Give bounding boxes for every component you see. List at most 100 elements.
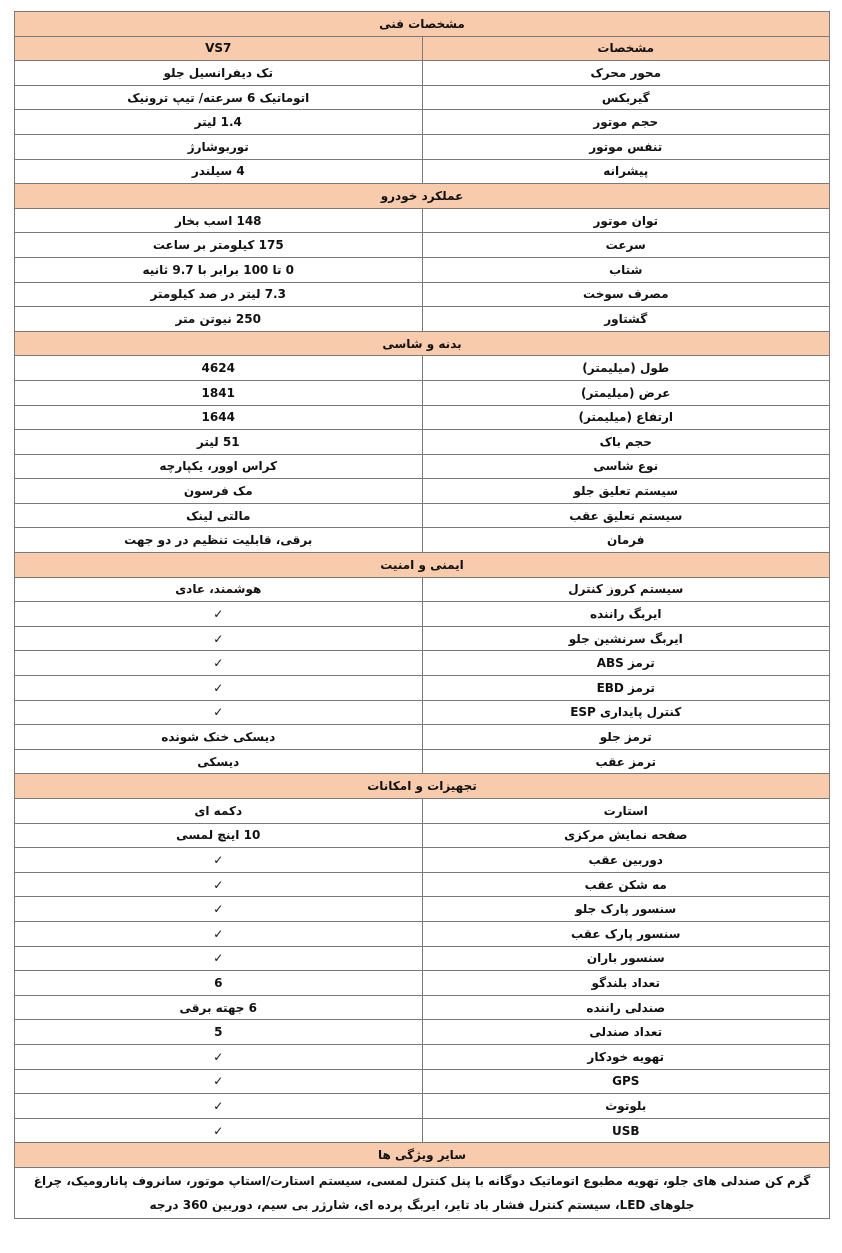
spec-label: تهویه خودکار (421, 1043, 830, 1070)
spec-label: سیستم کروز کنترل (421, 576, 830, 603)
table-row: طول (میلیمتر) 4624 (14, 355, 830, 381)
table-title: مشخصات فنی (14, 11, 830, 37)
section-header-title: ایمنی و امنیت (14, 552, 830, 578)
check-icon: ✓ (14, 896, 423, 922)
spec-value: 10 اینچ لمسی (14, 822, 423, 849)
spec-value: 1.4 لیتر (14, 109, 423, 135)
spec-value: توربوشارژ (14, 133, 423, 160)
table-row: تنفس موتور توربوشارژ (14, 133, 830, 160)
table-row: تعداد صندلی 5 (14, 1019, 830, 1045)
spec-value: کراس اوور، یکپارچه (14, 453, 423, 480)
spec-label: گیربکس (421, 84, 830, 111)
check-icon: ✓ (14, 675, 423, 701)
check-icon: ✓ (14, 847, 423, 873)
table-row: پیشرانه 4 سیلندر (14, 158, 830, 185)
spec-label: تعداد صندلی (421, 1019, 830, 1045)
spec-value: 5 (14, 1019, 423, 1045)
table-row: ایربگ سرنشین جلو ✓ (14, 625, 830, 652)
table-row: سنسور باران ✓ (14, 945, 830, 972)
spec-value: دیسکی خنک شونده (14, 724, 423, 750)
spec-value: 175 کیلومتر بر ساعت (14, 232, 423, 258)
check-icon: ✓ (14, 871, 423, 898)
check-icon: ✓ (14, 1117, 423, 1144)
section-header-other: سایر ویژگی ها (14, 1142, 830, 1168)
section-header-title: عملکرد خودرو (14, 183, 830, 209)
table-row: تعداد بلندگو 6 (14, 970, 830, 996)
check-icon: ✓ (14, 699, 423, 726)
table-row: گیربکس اتوماتیک 6 سرعته/ تیپ ترونیک (14, 84, 830, 111)
table-row: گشتاور 250 نیوتن متر (14, 306, 830, 332)
spec-label: بلوتوث (421, 1093, 830, 1119)
table-row: USB ✓ (14, 1117, 830, 1144)
spec-value: 0 تا 100 برابر با 9.7 ثانیه (14, 256, 423, 283)
spec-label: فرمان (421, 527, 830, 554)
spec-label: تعداد بلندگو (421, 970, 830, 996)
spec-label: پیشرانه (421, 158, 830, 185)
spec-label: سنسور پارک عقب (421, 920, 830, 947)
table-row: مصرف سوخت 7.3 لیتر در صد کیلومتر (14, 281, 830, 308)
check-icon: ✓ (14, 601, 423, 627)
table-row: سیستم تعلیق جلو مک فرسون (14, 478, 830, 504)
spec-value: دیسکی (14, 748, 423, 775)
spec-table: مشخصات فنی مشخصات VS7 محور محرک تک دیفرانسیل… (14, 11, 830, 1219)
check-icon: ✓ (14, 1093, 423, 1119)
spec-label: حجم باک (421, 429, 830, 455)
table-row: ارتفاع (میلیمتر) 1644 (14, 404, 830, 431)
table-row: ایربگ راننده ✓ (14, 601, 830, 627)
table-row: سرعت 175 کیلومتر بر ساعت (14, 232, 830, 258)
spec-label: ترمز ABS (421, 650, 830, 677)
spec-value: اتوماتیک 6 سرعته/ تیپ ترونیک (14, 84, 423, 111)
spec-label: مصرف سوخت (421, 281, 830, 308)
section-header-title: بدنه و شاسی (14, 330, 830, 357)
check-icon: ✓ (14, 945, 423, 972)
spec-label: کنترل پایداری ESP (421, 699, 830, 726)
spec-label: ترمز EBD (421, 675, 830, 701)
table-row: کنترل پایداری ESP ✓ (14, 699, 830, 726)
spec-label: شتاب (421, 256, 830, 283)
table-row: ترمز EBD ✓ (14, 675, 830, 701)
section-header: تجهیزات و امکانات (14, 773, 830, 799)
spec-value: 1841 (14, 379, 423, 406)
section-header: عملکرد خودرو (14, 183, 830, 209)
spec-label: ایربگ راننده (421, 601, 830, 627)
spec-value: هوشمند، عادی (14, 576, 423, 603)
spec-value: 1644 (14, 404, 423, 431)
spec-label: USB (421, 1117, 830, 1144)
spec-label: گشتاور (421, 306, 830, 332)
spec-label: سنسور باران (421, 945, 830, 972)
table-row: سنسور پارک جلو ✓ (14, 896, 830, 922)
spec-label: عرض (میلیمتر) (421, 379, 830, 406)
table-row: ترمز عقب دیسکی (14, 748, 830, 775)
spec-label: تنفس موتور (421, 133, 830, 160)
table-row: بلوتوث ✓ (14, 1093, 830, 1119)
spec-label: ترمز جلو (421, 724, 830, 750)
spec-value: دکمه ای (14, 798, 423, 824)
spec-value: 4 سیلندر (14, 158, 423, 185)
check-icon: ✓ (14, 625, 423, 652)
table-row: ترمز جلو دیسکی خنک شونده (14, 724, 830, 750)
table-row: فرمان برقی، قابلیت تنظیم در دو جهت (14, 527, 830, 554)
table-row: مه شکن عقب ✓ (14, 871, 830, 898)
spec-value: برقی، قابلیت تنظیم در دو جهت (14, 527, 423, 554)
spec-label: صفحه نمایش مرکزی (421, 822, 830, 849)
spec-label: مه شکن عقب (421, 871, 830, 898)
table-row: حجم باک 51 لیتر (14, 429, 830, 455)
table-title-title: مشخصات فنی (14, 11, 830, 37)
spec-label: توان موتور (421, 207, 830, 234)
spec-label: سیستم تعلیق جلو (421, 478, 830, 504)
table-row: عرض (میلیمتر) 1841 (14, 379, 830, 406)
spec-value: 6 (14, 970, 423, 996)
spec-value: 148 اسب بخار (14, 207, 423, 234)
spec-value: 250 نیوتن متر (14, 306, 423, 332)
spec-label: محور محرک (421, 60, 830, 86)
check-icon: ✓ (14, 920, 423, 947)
table-row: GPS ✓ (14, 1068, 830, 1095)
table-row: صفحه نمایش مرکزی 10 اینچ لمسی (14, 822, 830, 849)
spec-label: ارتفاع (میلیمتر) (421, 404, 830, 431)
table-row: نوع شاسی کراس اوور، یکپارچه (14, 453, 830, 480)
spec-label: سنسور پارک جلو (421, 896, 830, 922)
table-row: دوربین عقب ✓ (14, 847, 830, 873)
spec-label: ایربگ سرنشین جلو (421, 625, 830, 652)
table-row: شتاب 0 تا 100 برابر با 9.7 ثانیه (14, 256, 830, 283)
check-icon: ✓ (14, 650, 423, 677)
